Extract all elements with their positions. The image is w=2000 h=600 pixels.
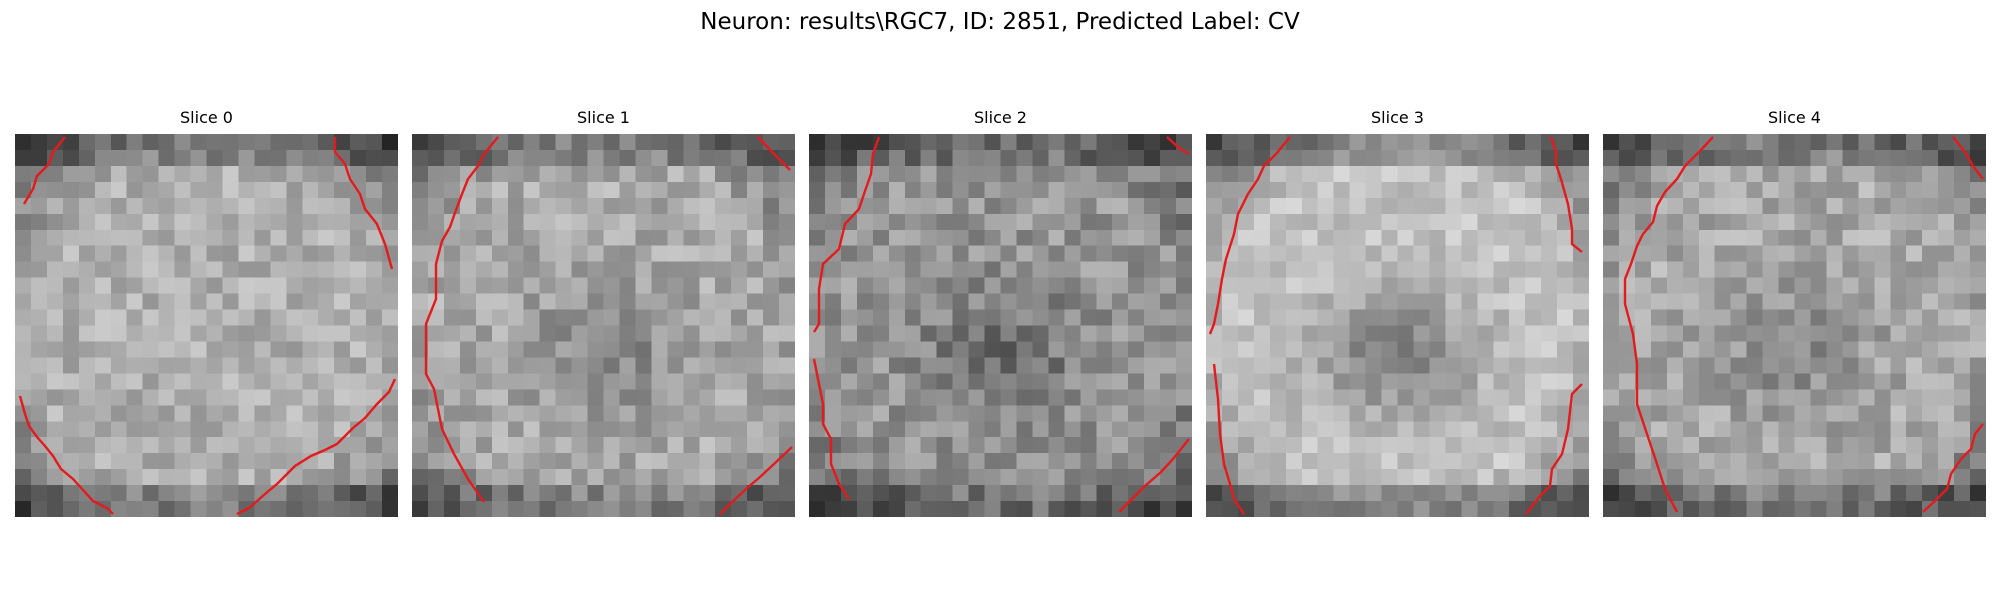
segmentation-contour <box>1208 136 1583 515</box>
grayscale-image <box>1206 134 1589 517</box>
slice-image <box>412 134 795 517</box>
segmentation-contour <box>18 136 397 516</box>
grayscale-image <box>809 134 1192 517</box>
slice-image <box>809 134 1192 517</box>
grayscale-image <box>1603 134 1986 517</box>
slice-title: Slice 3 <box>1371 108 1424 127</box>
slice-image <box>1206 134 1589 517</box>
segmentation-contour <box>424 136 793 515</box>
slice-title: Slice 0 <box>180 108 233 127</box>
slice-title: Slice 4 <box>1768 108 1821 127</box>
slice-image <box>15 134 398 517</box>
slice-image <box>1603 134 1986 517</box>
slice-title: Slice 1 <box>577 108 630 127</box>
grayscale-image <box>15 134 398 517</box>
segmentation-contour <box>812 136 1190 513</box>
slice-title: Slice 2 <box>974 108 1027 127</box>
grayscale-image <box>412 134 795 517</box>
segmentation-contour <box>1623 136 1984 513</box>
figure-title: Neuron: results\RGC7, ID: 2851, Predicte… <box>700 9 1300 35</box>
